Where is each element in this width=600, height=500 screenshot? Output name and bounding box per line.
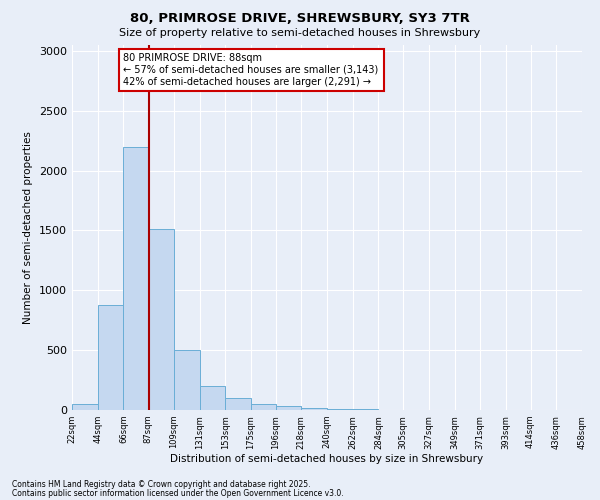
Bar — [225, 398, 251, 410]
Text: 80, PRIMROSE DRIVE, SHREWSBURY, SY3 7TR: 80, PRIMROSE DRIVE, SHREWSBURY, SY3 7TR — [130, 12, 470, 26]
Text: Contains public sector information licensed under the Open Government Licence v3: Contains public sector information licen… — [12, 488, 344, 498]
Bar — [199, 386, 225, 410]
Text: 80 PRIMROSE DRIVE: 88sqm
← 57% of semi-detached houses are smaller (3,143)
42% o: 80 PRIMROSE DRIVE: 88sqm ← 57% of semi-d… — [124, 54, 379, 86]
Bar — [251, 404, 275, 410]
Bar — [301, 408, 327, 410]
Bar — [124, 146, 148, 410]
Bar — [275, 406, 301, 410]
Text: Contains HM Land Registry data © Crown copyright and database right 2025.: Contains HM Land Registry data © Crown c… — [12, 480, 311, 489]
Text: Size of property relative to semi-detached houses in Shrewsbury: Size of property relative to semi-detach… — [119, 28, 481, 38]
Bar — [72, 404, 98, 410]
X-axis label: Distribution of semi-detached houses by size in Shrewsbury: Distribution of semi-detached houses by … — [170, 454, 484, 464]
Bar — [174, 350, 199, 410]
Y-axis label: Number of semi-detached properties: Number of semi-detached properties — [23, 131, 34, 324]
Bar — [98, 304, 124, 410]
Bar — [148, 230, 174, 410]
Bar — [327, 409, 353, 410]
